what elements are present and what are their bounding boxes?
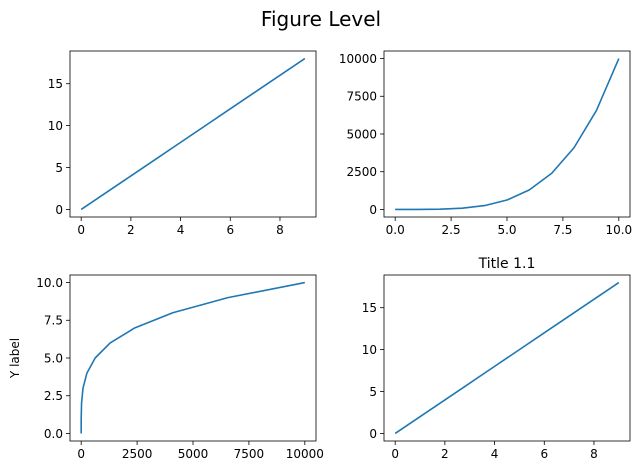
subplot-title: Title 1.1 (478, 256, 536, 272)
y-tick-label: 10 (362, 343, 377, 357)
y-tick-label: 5 (55, 161, 63, 175)
x-tick-label: 2 (127, 223, 135, 237)
series-line-1 (80, 57, 306, 211)
subplot-2: 0.0 2.5 5.0 7.5 10.0 0 2500 5000 7500 10000 (339, 50, 632, 237)
x-tick-label: 5000 (178, 447, 209, 461)
axes-frame (69, 274, 317, 442)
figure-title: Figure Level (260, 7, 382, 31)
x-tick-label: 4 (177, 223, 185, 237)
series-line-1 (394, 281, 620, 435)
y-tick-label: 5000 (346, 127, 377, 141)
y-tick-label: 5.0 (44, 351, 63, 365)
x-tick-label: 2500 (122, 447, 153, 461)
x-tick-label: 10000 (286, 447, 324, 461)
series-line-1 (80, 281, 305, 434)
y-tick-label: 10000 (339, 52, 377, 66)
x-tick-label: 10.0 (605, 223, 632, 237)
x-tick-label: 8 (276, 223, 284, 237)
x-tick-label: 0 (77, 223, 85, 237)
y-tick-label: 7500 (346, 90, 377, 104)
y-tick-label: 0 (55, 203, 63, 217)
axes-frame (69, 50, 317, 218)
x-tick-label: 0 (391, 447, 399, 461)
y-tick-label: 15 (362, 301, 377, 315)
subplot-1: 0 2 4 6 8 0 5 10 15 (48, 50, 317, 237)
x-tick-label: 0 (77, 447, 85, 461)
y-tick-label: 0 (369, 203, 377, 217)
x-tick-label: 5.0 (497, 223, 516, 237)
subplot-3: 0 2500 5000 7500 10000 0.0 2.5 5.0 7.5 10.0 Y labe… (8, 274, 324, 461)
x-tick-label: 4 (491, 447, 499, 461)
y-tick-label: 0 (369, 427, 377, 441)
y-tick-label: 2.5 (44, 389, 63, 403)
y-tick-label: 2500 (346, 165, 377, 179)
axes-frame (383, 50, 631, 218)
x-tick-label: 7.5 (553, 223, 572, 237)
y-tick-label: 0.0 (44, 427, 63, 441)
y-tick-label: 15 (48, 77, 63, 91)
y-tick-label: 10 (48, 119, 63, 133)
x-tick-label: 6 (226, 223, 234, 237)
subplot-4: 0 2 4 6 8 0 5 10 15 Title 1.1 (362, 256, 631, 461)
x-tick-label: 6 (540, 447, 548, 461)
x-tick-label: 7500 (234, 447, 265, 461)
x-tick-label: 8 (590, 447, 598, 461)
x-tick-label: 2.5 (442, 223, 461, 237)
axes-frame (383, 274, 631, 442)
y-tick-label: 7.5 (44, 314, 63, 328)
y-axis-label: Y label (8, 338, 22, 379)
x-tick-label: 0.0 (386, 223, 405, 237)
x-tick-label: 2 (441, 447, 449, 461)
y-tick-label: 5 (369, 385, 377, 399)
y-tick-label: 10.0 (36, 276, 63, 290)
series-line-1 (395, 58, 620, 211)
